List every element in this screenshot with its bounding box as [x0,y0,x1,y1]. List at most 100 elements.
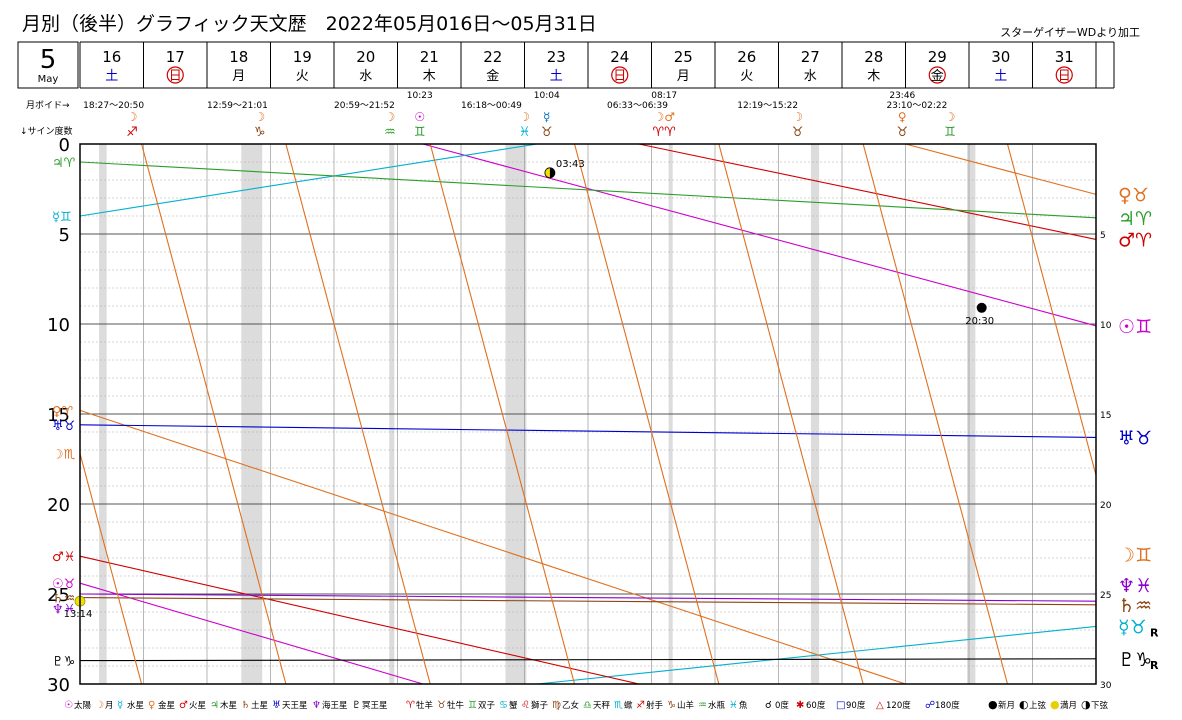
grid-lines [80,144,1096,684]
right-planet-labels: ♀♉♃♈♂♈☉♊♅♉☽♊♆♓♄♒☿♉ R♇♑R [1118,184,1159,671]
ingress-planet-glyph: ☽ [384,110,395,124]
right-planet-label: ♇♑ [1118,649,1152,671]
day-date: 31 [1055,48,1074,66]
legend-symbol: ♒ [698,700,707,711]
planet-lines [79,143,1097,685]
day-weekday: 土 [550,69,563,84]
ingress-sign-glyph: ♓ [519,125,531,140]
void-time: 12:59～21:01 [207,101,268,111]
legend-name: 牡羊 [416,700,434,711]
ingress-sign-glyph: ♊ [944,125,956,140]
y-tick-left: 15 [47,405,70,426]
legend-symbol: ✱ [796,700,804,711]
legend-name: 180度 [935,700,960,711]
day-date: 23 [547,48,566,66]
ingress-time: 23:46 [889,91,915,101]
legend-name: 上弦 [1029,700,1047,711]
right-planet-label: ♆♓ [1118,575,1152,597]
void-time: 23:10～02:22 [886,101,947,111]
day-date: 19 [293,48,312,66]
legend-name: 新月 [998,700,1015,711]
day-weekday: 木 [867,69,880,84]
left-planet-label: ♄♒ [52,592,75,607]
day-date: 27 [801,48,820,66]
ingress-sign-glyph: ♈♈ [653,125,677,140]
legend-symbol: ♌ [521,700,530,711]
day-weekday: 月 [677,69,690,84]
planet-line [422,143,1097,327]
legend-symbol: ♉ [437,700,446,711]
moon-line-segment [1006,143,1097,476]
event-time-label: 03:43 [556,159,585,170]
legend-name: 60度 [806,700,826,711]
day-date: 18 [229,48,248,66]
right-planet-label: ♄♒ [1118,595,1152,617]
legend-symbol: ♎ [583,700,592,711]
legend-symbol: ♍ [552,700,561,711]
legend-symbol: □ [836,700,845,711]
void-time: 12:19～15:22 [737,101,798,111]
planet-line [79,555,639,685]
legend-name: 魚 [739,700,748,711]
quarter-moon-half [549,167,555,178]
day-date: 28 [864,48,883,66]
legend-symbol: ◐ [1019,698,1029,711]
legend-name: 乙女 [562,700,580,711]
event-time-label: 13:14 [64,609,93,620]
day-date: 30 [991,48,1010,66]
legend-symbol: ♅ [272,700,281,711]
legend-symbol: ♄ [241,700,250,711]
y-tick-left: 20 [47,495,70,516]
holiday-circle [611,66,629,84]
ingress-time: 10:04 [534,91,560,101]
day-weekday: 日 [1058,69,1071,84]
day-weekday: 日 [613,69,626,84]
legend-name: 獅子 [531,700,549,711]
legend-symbol: ● [1050,698,1060,711]
day-date: 20 [356,48,375,66]
legend-symbol: ♇ [352,700,361,711]
legend-name: 0度 [775,700,789,711]
day-date: 17 [166,48,185,66]
planet-line [79,593,1097,602]
planet-line [638,143,1097,240]
plot-area: 03:43 20:30 13:14 [64,143,1097,685]
month-name: May [38,74,59,85]
month-box: 5 May [17,41,79,89]
ingress-planet-glyph: ☽ [792,110,803,124]
side-labels: 月ボイド→ ↓サイン度数 [20,100,73,137]
legend-name: 双子 [478,701,496,711]
planet-line [79,161,1097,219]
left-planet-label: ☉♉ [52,577,75,592]
moon-line-segment [141,143,287,685]
legend-symbol: ♐ [636,700,645,711]
y-tick-right: 15 [1100,411,1111,421]
day-weekday: 日 [169,69,182,84]
ingress-sign-glyph: ♉ [896,125,908,140]
ingress-sign-glyph: ♊ [414,125,426,140]
moon-line-segment [79,453,143,685]
right-planet-label: ♀♉ [1118,184,1149,206]
right-planet-label: ☿♉ [1118,616,1147,638]
moon-line-segment [285,143,431,685]
legend-name: 水瓶 [708,700,726,711]
legend-name: 天王星 [282,701,308,711]
legend-name: 射手 [646,700,664,711]
legend-symbol: ♈ [406,700,415,711]
right-planet-label: ☉♊ [1118,316,1152,338]
legend-symbol: ☉ [64,700,73,711]
day-date: 21 [420,48,439,66]
y-tick-right: 25 [1100,591,1111,601]
legend-name: 下弦 [1091,700,1109,711]
legend-name: 木星 [220,700,237,711]
legend-name: 90度 [846,700,866,711]
day-weekday: 水 [359,69,372,84]
y-axis-ticks: 0 5 10 15 20 25 30 5 10 15 20 25 30 [47,135,1112,696]
left-planet-label: ☽♏ [52,448,75,463]
day-weekday: 土 [994,69,1007,84]
left-planet-label: ☿♊ [52,210,72,225]
legend: ☉ 太陽 ☽ 月 ☿ 水星 ♀ 金星 ♂ 火星 ♃ 木星 ♄ 土星 ♅ 天王星 ♆ 海王星 ♇ 冥王星 ♈ 牡羊 ♉ 牡牛 ♊ 双… [64,698,1109,711]
left-planet-labels: ♃♈ ☿♊ ♀♈♅♉ ☽♏ ♂♓ ☉♉♄♒♆♓ ♇♑ [52,156,76,670]
legend-symbol: ♑ [667,700,676,711]
ingress-sign-glyph: ♑ [254,125,266,140]
